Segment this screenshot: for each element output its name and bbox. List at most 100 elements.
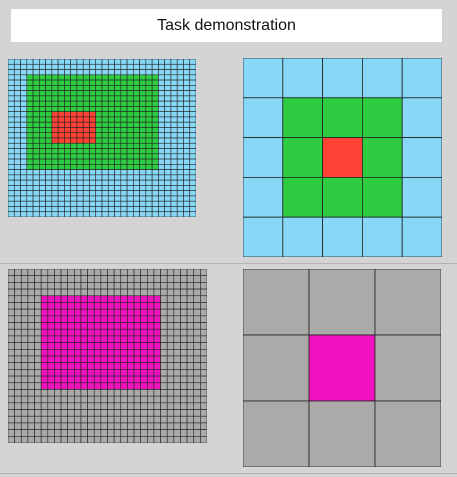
example-1-input-cell	[20, 95, 28, 102]
example-1-input-cell	[183, 100, 191, 107]
example-2-input-cell	[173, 295, 181, 303]
example-1-input-cell	[114, 79, 122, 86]
example-1-input-cell	[8, 185, 15, 191]
example-1-input-cell	[126, 63, 134, 70]
example-2-input-cell	[173, 328, 181, 337]
example-1-input-cell	[126, 185, 134, 191]
example-1-input-cell	[95, 69, 103, 76]
example-1-input-cell	[133, 90, 140, 97]
example-2-input-cell	[160, 328, 168, 337]
example-1-input-cell	[120, 153, 128, 160]
example-1-input-cell	[101, 79, 109, 86]
example-1-input-cell	[139, 179, 147, 186]
example-1-input-cell	[13, 190, 21, 197]
example-2-input-cell	[47, 429, 55, 437]
example-1-output-cell	[322, 137, 363, 178]
example-1-input-cell	[51, 137, 59, 144]
example-1-input-cell	[139, 200, 147, 207]
example-1-input-cell	[45, 169, 53, 176]
example-1-input-cell	[189, 111, 196, 118]
example-2-input-cell	[133, 355, 141, 363]
example-2-input-cell	[166, 308, 175, 317]
example-2-input-cell	[67, 382, 75, 390]
example-1-input-cell	[183, 174, 191, 181]
example-2-input-cell	[153, 375, 161, 384]
example-1-input-cell	[32, 185, 40, 191]
example-2-input-cell	[193, 308, 201, 317]
example-1-input-cell	[51, 190, 59, 197]
example-1-input-cell	[82, 169, 90, 176]
example-1-input-cell	[114, 132, 122, 139]
example-1-input-cell	[70, 63, 78, 70]
example-2-input-cell	[133, 389, 141, 397]
example-1-input-cell	[76, 69, 84, 76]
example-1-input-cell	[126, 85, 134, 91]
example-2-input-cell	[173, 315, 181, 323]
example-1-input-cell	[64, 59, 71, 65]
example-2-input-cell	[107, 282, 115, 290]
example-2-input-cell	[34, 322, 42, 330]
example-2-input-cell	[93, 402, 102, 410]
example-2-input-cell	[200, 422, 207, 430]
example-2-input-cell	[60, 308, 68, 317]
example-2-input-cell	[133, 295, 141, 303]
example-2-input-cell	[47, 342, 55, 350]
example-2-input-cell	[27, 436, 35, 443]
example-1-input-cell	[126, 148, 134, 155]
example-1-input-cell	[151, 121, 159, 128]
example-2-input-cell	[34, 308, 42, 317]
example-1-input-cell	[26, 79, 34, 86]
example-1-input-cell	[64, 111, 71, 118]
example-2-input-cell	[140, 402, 148, 410]
example-2-input-cell	[193, 382, 201, 390]
example-1-input-cell	[20, 195, 28, 202]
example-1-input-cell	[39, 79, 46, 86]
example-2-input-cell	[113, 322, 122, 330]
example-2-input-cell	[120, 436, 128, 443]
example-2-input-cell	[87, 436, 95, 443]
example-1-input-cell	[133, 100, 140, 107]
example-2-input-cell	[20, 389, 29, 397]
example-1-output-cell	[401, 137, 442, 178]
example-2-input-cell	[40, 328, 49, 337]
example-1-input-cell	[32, 69, 40, 76]
example-2-input-cell	[113, 282, 122, 290]
example-2-input-cell	[100, 302, 108, 310]
example-1-input-cell	[45, 164, 53, 170]
example-1-input-cell	[8, 158, 15, 165]
example-2-input-cell	[93, 382, 102, 390]
example-2-input-cell	[166, 315, 175, 323]
example-2-input-cell	[166, 362, 175, 370]
example-2-input-cell	[133, 269, 141, 276]
example-2-input-cell	[200, 395, 207, 404]
example-1-input-cell	[133, 148, 140, 155]
example-1-input-cell	[82, 106, 90, 112]
example-2-input-cell	[186, 415, 195, 424]
example-1-input-cell	[26, 100, 34, 107]
example-1-input-cell	[133, 137, 140, 144]
example-2-input-cell	[127, 315, 135, 323]
example-2-input-cell	[74, 315, 82, 323]
example-1-input-cell	[70, 153, 78, 160]
example-1-input-cell	[120, 121, 128, 128]
example-2-input-cell	[34, 415, 42, 424]
example-2-input-cell	[100, 342, 108, 350]
example-2-input-cell	[87, 375, 95, 384]
example-1-input-cell	[20, 164, 28, 170]
example-1-input-cell	[26, 69, 34, 76]
example-1-input-cell	[120, 116, 128, 123]
example-2-input-cell	[120, 349, 128, 357]
example-2-input-cell	[80, 342, 88, 350]
example-1-input-cell	[70, 95, 78, 102]
example-2-input-cell	[173, 422, 181, 430]
example-1-input-cell	[20, 158, 28, 165]
example-1-input-cell	[57, 190, 65, 197]
example-1-input-cell	[120, 195, 128, 202]
example-2-output-cell	[308, 400, 376, 467]
example-1-input-cell	[45, 148, 53, 155]
example-2-input-cell	[173, 335, 181, 343]
example-2-input-cell	[40, 275, 49, 283]
example-1-input-cell	[189, 116, 196, 123]
example-1-input-cell	[39, 90, 46, 97]
